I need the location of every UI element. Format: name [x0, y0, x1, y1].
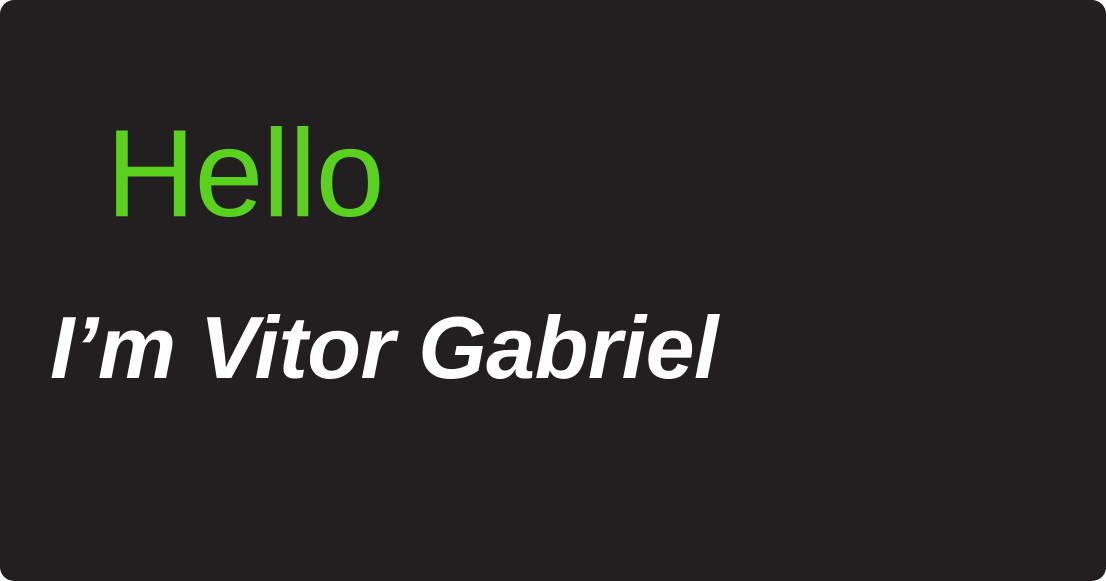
greeting-text: Hello — [106, 105, 385, 243]
intro-name-text: I’m Vitor Gabriel — [50, 298, 718, 397]
